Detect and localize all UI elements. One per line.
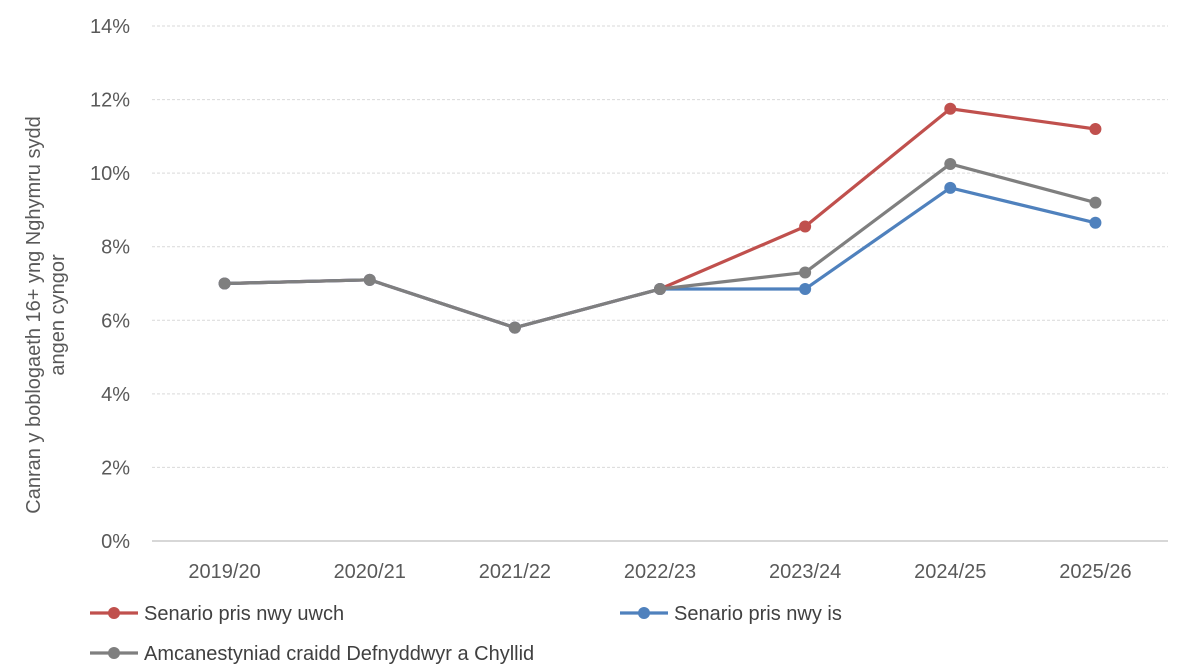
legend-label: Amcanestyniad craidd Defnyddwyr a Chylli… [144, 643, 534, 665]
y-axis-title-line-2: angen cyngor [47, 254, 69, 376]
y-tick-label: 12% [90, 90, 130, 112]
y-tick-label: 14% [90, 16, 130, 38]
series-line [222, 162, 1098, 330]
legend-marker [638, 607, 650, 619]
data-point [218, 277, 231, 290]
legend-item: Amcanestyniad craidd Defnyddwyr a Chylli… [90, 643, 534, 665]
series-2 [218, 181, 1102, 334]
data-point [944, 157, 957, 170]
legend-item: Senario pris nwy uwch [90, 603, 344, 625]
series-layer [218, 102, 1102, 334]
gridlines [152, 25, 1168, 468]
x-tick-label: 2021/22 [479, 561, 551, 583]
x-tick-label: 2025/26 [1059, 561, 1131, 583]
series-1 [218, 102, 1102, 334]
y-tick-label: 0% [101, 531, 130, 553]
data-point [944, 102, 957, 115]
y-axis-ticks: 0% 2% 4% 6% 8% 10% 12% 14% [90, 16, 130, 553]
data-point [1089, 196, 1102, 209]
y-axis-title: Canran y boblogaeth 16+ yng Nghymru sydd… [23, 116, 69, 513]
data-point [799, 283, 812, 296]
y-axis-title-line-1: Canran y boblogaeth 16+ yng Nghymru sydd [23, 116, 45, 513]
data-point [363, 273, 376, 286]
legend-label: Senario pris nwy uwch [144, 603, 344, 625]
x-tick-label: 2023/24 [769, 561, 841, 583]
y-tick-label: 8% [101, 237, 130, 259]
legend-marker [108, 607, 120, 619]
y-tick-label: 4% [101, 384, 130, 406]
x-tick-label: 2020/21 [334, 561, 406, 583]
data-point [654, 283, 666, 296]
legend-marker [108, 647, 120, 659]
data-point [799, 220, 812, 233]
x-axis-ticks: 2019/20 2020/21 2021/22 2022/23 2023/24 2024/… [188, 561, 1131, 583]
data-point [799, 266, 812, 279]
data-point [508, 321, 521, 334]
data-point [1089, 123, 1102, 135]
x-tick-label: 2022/23 [624, 561, 696, 583]
legend-item: Senario pris nwy is [620, 603, 842, 625]
series-line [222, 186, 1098, 330]
y-tick-label: 2% [101, 457, 130, 479]
y-tick-label: 6% [101, 310, 130, 332]
y-tick-label: 10% [90, 163, 130, 185]
data-point [944, 181, 957, 194]
legend: Senario pris nwy uwch Senario pris nwy is… [90, 603, 842, 665]
series-3 [218, 157, 1102, 334]
x-tick-label: 2024/25 [914, 561, 986, 583]
x-tick-label: 2019/20 [188, 561, 260, 583]
data-point [1089, 216, 1102, 229]
legend-label: Senario pris nwy is [674, 603, 842, 625]
